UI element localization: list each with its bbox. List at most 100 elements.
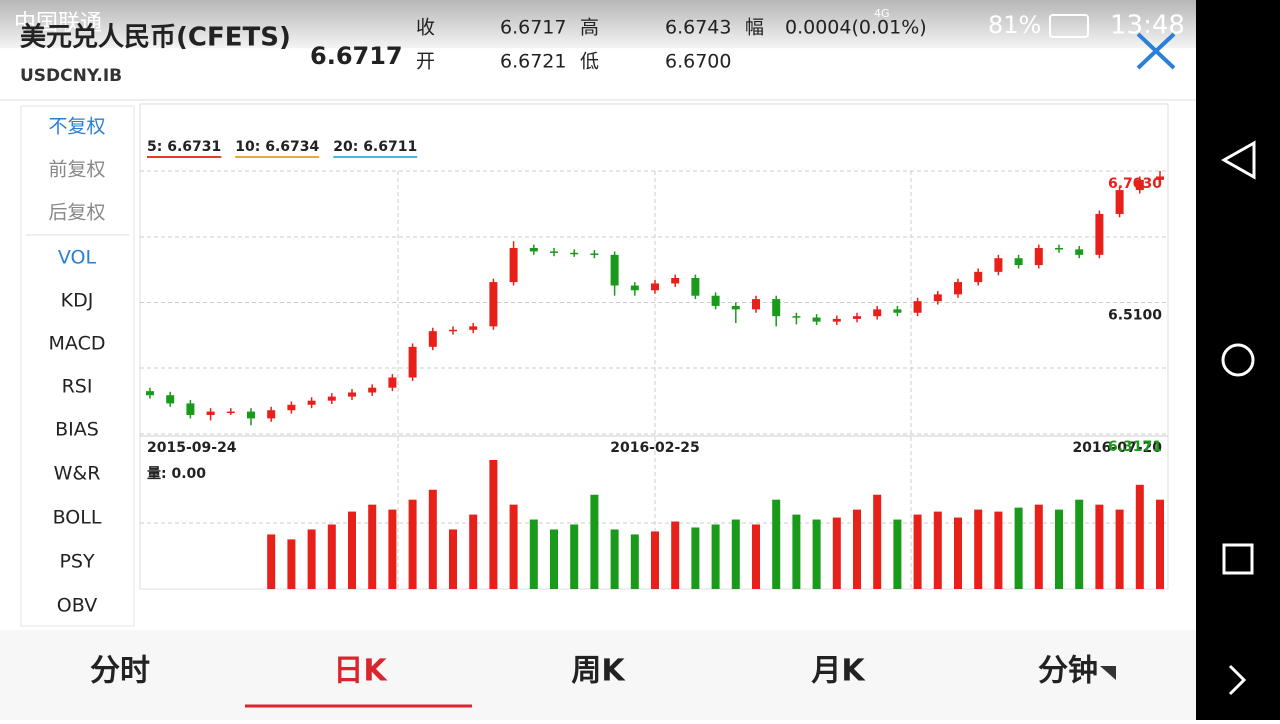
- volume-bar: [832, 517, 841, 589]
- dropdown-arrow[interactable]: [1100, 666, 1116, 680]
- candle-body: [974, 271, 983, 283]
- volume-bar: [1095, 504, 1104, 589]
- carrier: 中国联通: [14, 11, 102, 36]
- candle-body: [1034, 248, 1043, 266]
- y-tick-label: 6.5100: [1108, 308, 1162, 324]
- candle-body: [469, 326, 478, 330]
- menu-item[interactable]: BIAS: [55, 419, 99, 441]
- candle-body: [994, 258, 1003, 272]
- candle-body: [954, 282, 962, 295]
- menu-item[interactable]: BOLL: [53, 507, 102, 529]
- ma-legend: 10: 6.6734: [235, 139, 319, 155]
- menu-item[interactable]: VOL: [58, 247, 97, 269]
- volume-bar: [1115, 509, 1124, 589]
- candle-body: [1075, 249, 1084, 255]
- volume-bar: [408, 499, 417, 589]
- tab[interactable]: 分时: [90, 654, 150, 689]
- date-label: 2016-07-20: [1072, 440, 1162, 456]
- close-value: 6.6717: [500, 17, 566, 39]
- volume-bar: [812, 519, 821, 589]
- menu-item[interactable]: PSY: [59, 551, 95, 573]
- volume-bar: [1014, 507, 1023, 589]
- tab[interactable]: 日K: [333, 654, 388, 689]
- candle-body: [1156, 176, 1164, 180]
- volume-bar: [1156, 499, 1164, 589]
- volume-bar: [267, 534, 276, 589]
- candle-body: [529, 248, 538, 252]
- volume-bar: [550, 529, 558, 589]
- volume-bar: [489, 460, 498, 589]
- volume-bar: [1135, 484, 1144, 589]
- candle-body: [853, 316, 861, 319]
- change-value: 0.0004(0.01%): [785, 17, 927, 39]
- menu-item[interactable]: MACD: [49, 333, 106, 355]
- menu-item[interactable]: 前复权: [48, 159, 105, 181]
- volume-bar: [954, 517, 962, 589]
- candle-body: [1135, 179, 1144, 191]
- next-button[interactable]: [1228, 664, 1247, 696]
- menu-item[interactable]: 不复权: [48, 116, 105, 138]
- candle-body: [832, 318, 841, 322]
- open-value: 6.6721: [500, 51, 566, 73]
- chart-frame: [139, 103, 1169, 590]
- volume-bar: [752, 524, 760, 589]
- menu-item[interactable]: 后复权: [48, 202, 105, 224]
- volume-bar: [509, 504, 518, 589]
- volume-bar: [570, 524, 579, 589]
- date-label: 2016-02-25: [610, 440, 700, 456]
- candle-body: [247, 411, 255, 419]
- high-value: 6.6743: [665, 17, 731, 39]
- home-button[interactable]: [1221, 343, 1255, 377]
- volume-bar: [651, 531, 659, 589]
- volume-bar: [388, 509, 397, 589]
- volume-bar: [913, 514, 922, 589]
- candle-body: [913, 301, 922, 313]
- candle-body: [590, 253, 599, 255]
- menu-panel: [20, 105, 135, 627]
- close-button[interactable]: [1136, 32, 1176, 70]
- candle-body: [428, 331, 437, 347]
- candle-body: [206, 411, 215, 415]
- candle-body: [368, 387, 377, 393]
- candle-body: [348, 392, 356, 397]
- volume-bar: [893, 519, 902, 589]
- volume-bar: [449, 529, 457, 589]
- candle-body: [408, 346, 417, 378]
- low-label: 低: [580, 51, 599, 73]
- recent-button[interactable]: [1222, 543, 1254, 575]
- volume-bar: [1034, 504, 1043, 589]
- volume-bar: [731, 519, 740, 589]
- candle-body: [226, 411, 235, 414]
- candle-body: [307, 400, 316, 405]
- candle-body: [1014, 258, 1023, 266]
- menu-item[interactable]: KDJ: [61, 290, 94, 312]
- volume-bar: [327, 524, 336, 589]
- volume-bar: [428, 489, 437, 589]
- volume-bar: [368, 504, 377, 589]
- tab[interactable]: 月K: [811, 654, 866, 689]
- candle-body: [489, 282, 498, 327]
- candle-body: [772, 299, 781, 317]
- menu-item[interactable]: OBV: [57, 595, 97, 617]
- menu-item[interactable]: W&R: [54, 463, 101, 485]
- volume-bar: [469, 514, 478, 589]
- ma-legend: 5: 6.6731: [147, 139, 221, 155]
- volume-bar: [691, 527, 700, 589]
- low-value: 6.6700: [665, 51, 731, 73]
- open-label: 开: [416, 51, 435, 73]
- back-button[interactable]: [1220, 140, 1256, 180]
- candle-body: [1095, 213, 1104, 255]
- candle-body: [671, 277, 680, 284]
- tab[interactable]: 周K: [571, 654, 626, 689]
- network: 4G: [874, 7, 890, 20]
- battery-icon: [1049, 14, 1089, 38]
- candle-body: [651, 283, 659, 291]
- tab[interactable]: 分钟: [1038, 654, 1098, 689]
- candle-body: [146, 391, 154, 396]
- volume-bar: [610, 529, 619, 589]
- candle-body: [933, 294, 942, 302]
- menu-item[interactable]: RSI: [62, 376, 93, 398]
- candle-body: [550, 251, 558, 253]
- candle-body: [711, 295, 720, 306]
